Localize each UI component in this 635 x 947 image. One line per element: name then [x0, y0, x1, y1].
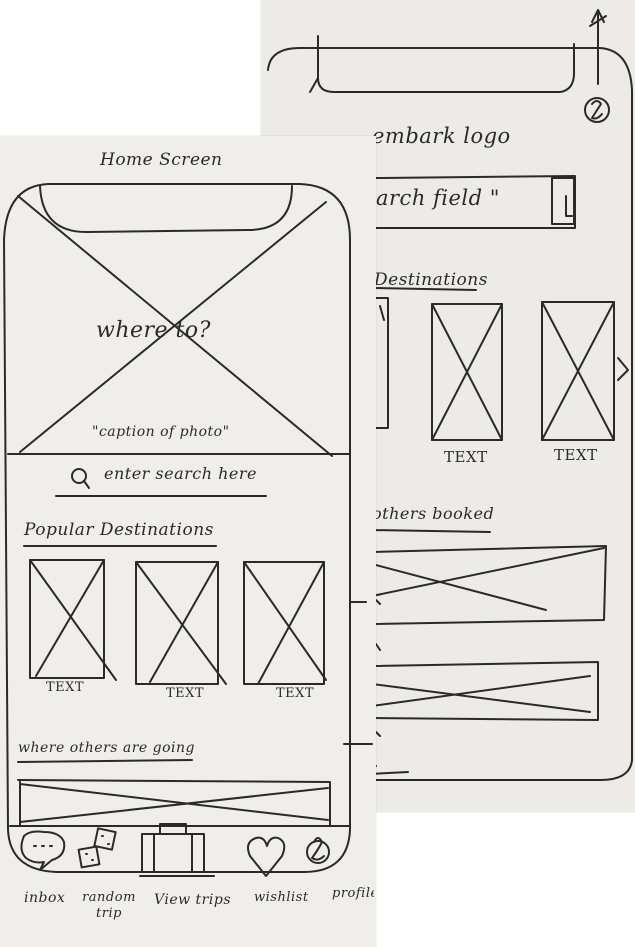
front-phone-outline — [3, 183, 351, 873]
where-others-title: where others are going — [18, 740, 196, 756]
front-sketch-sheet — [0, 136, 376, 947]
hero-text: where to? — [96, 318, 211, 343]
back-card-label-2: TEXT — [554, 446, 598, 464]
back-destination-card-2 — [541, 301, 615, 441]
nav-item-profile-clip: profile — [332, 884, 374, 910]
nav-item-inbox[interactable]: inbox — [24, 890, 66, 906]
nav-item-random-trip[interactable]: random trip — [82, 890, 136, 921]
nav-item-profile[interactable]: profile — [332, 886, 374, 901]
back-destinations-title: Destinations — [374, 270, 488, 290]
suitcase-icon — [141, 833, 205, 873]
nav-item-wishlist[interactable]: wishlist — [254, 890, 309, 905]
back-search-label: arch field " — [376, 186, 500, 210]
back-hero-banner — [317, 35, 576, 93]
nav-item-view-trips[interactable]: View trips — [154, 892, 232, 908]
back-card-label-1: TEXT — [444, 448, 488, 466]
screen-title: Home Screen — [100, 150, 223, 170]
hero-caption: "caption of photo" — [92, 424, 230, 440]
chat-bubble-icon — [20, 830, 66, 871]
dice-icon — [77, 845, 101, 869]
back-booked-title: others booked — [372, 504, 495, 523]
back-profile-icon — [584, 97, 610, 123]
back-destination-card-1 — [431, 303, 503, 441]
front-destination-card-1 — [29, 559, 105, 679]
back-logo-label: embark logo — [372, 124, 511, 148]
front-card-label-3: TEXT — [276, 686, 315, 701]
profile-icon — [306, 840, 330, 864]
back-booked-banner-2 — [371, 661, 599, 721]
heart-icon — [247, 836, 286, 877]
search-input[interactable]: enter search here — [104, 464, 258, 483]
back-phone-outline — [267, 47, 633, 781]
back-search-button — [551, 177, 575, 225]
back-arrow-icon — [589, 9, 607, 85]
front-card-label-2: TEXT — [166, 686, 205, 701]
front-destination-card-2 — [135, 561, 219, 685]
front-hero-cross — [17, 195, 333, 457]
search-icon — [71, 468, 87, 484]
back-booked-banner-1 — [371, 545, 607, 625]
front-card-label-1: TEXT — [46, 680, 85, 695]
front-destination-card-3 — [243, 561, 325, 685]
front-others-banner — [17, 779, 331, 827]
popular-destinations-title: Popular Destinations — [24, 520, 214, 540]
